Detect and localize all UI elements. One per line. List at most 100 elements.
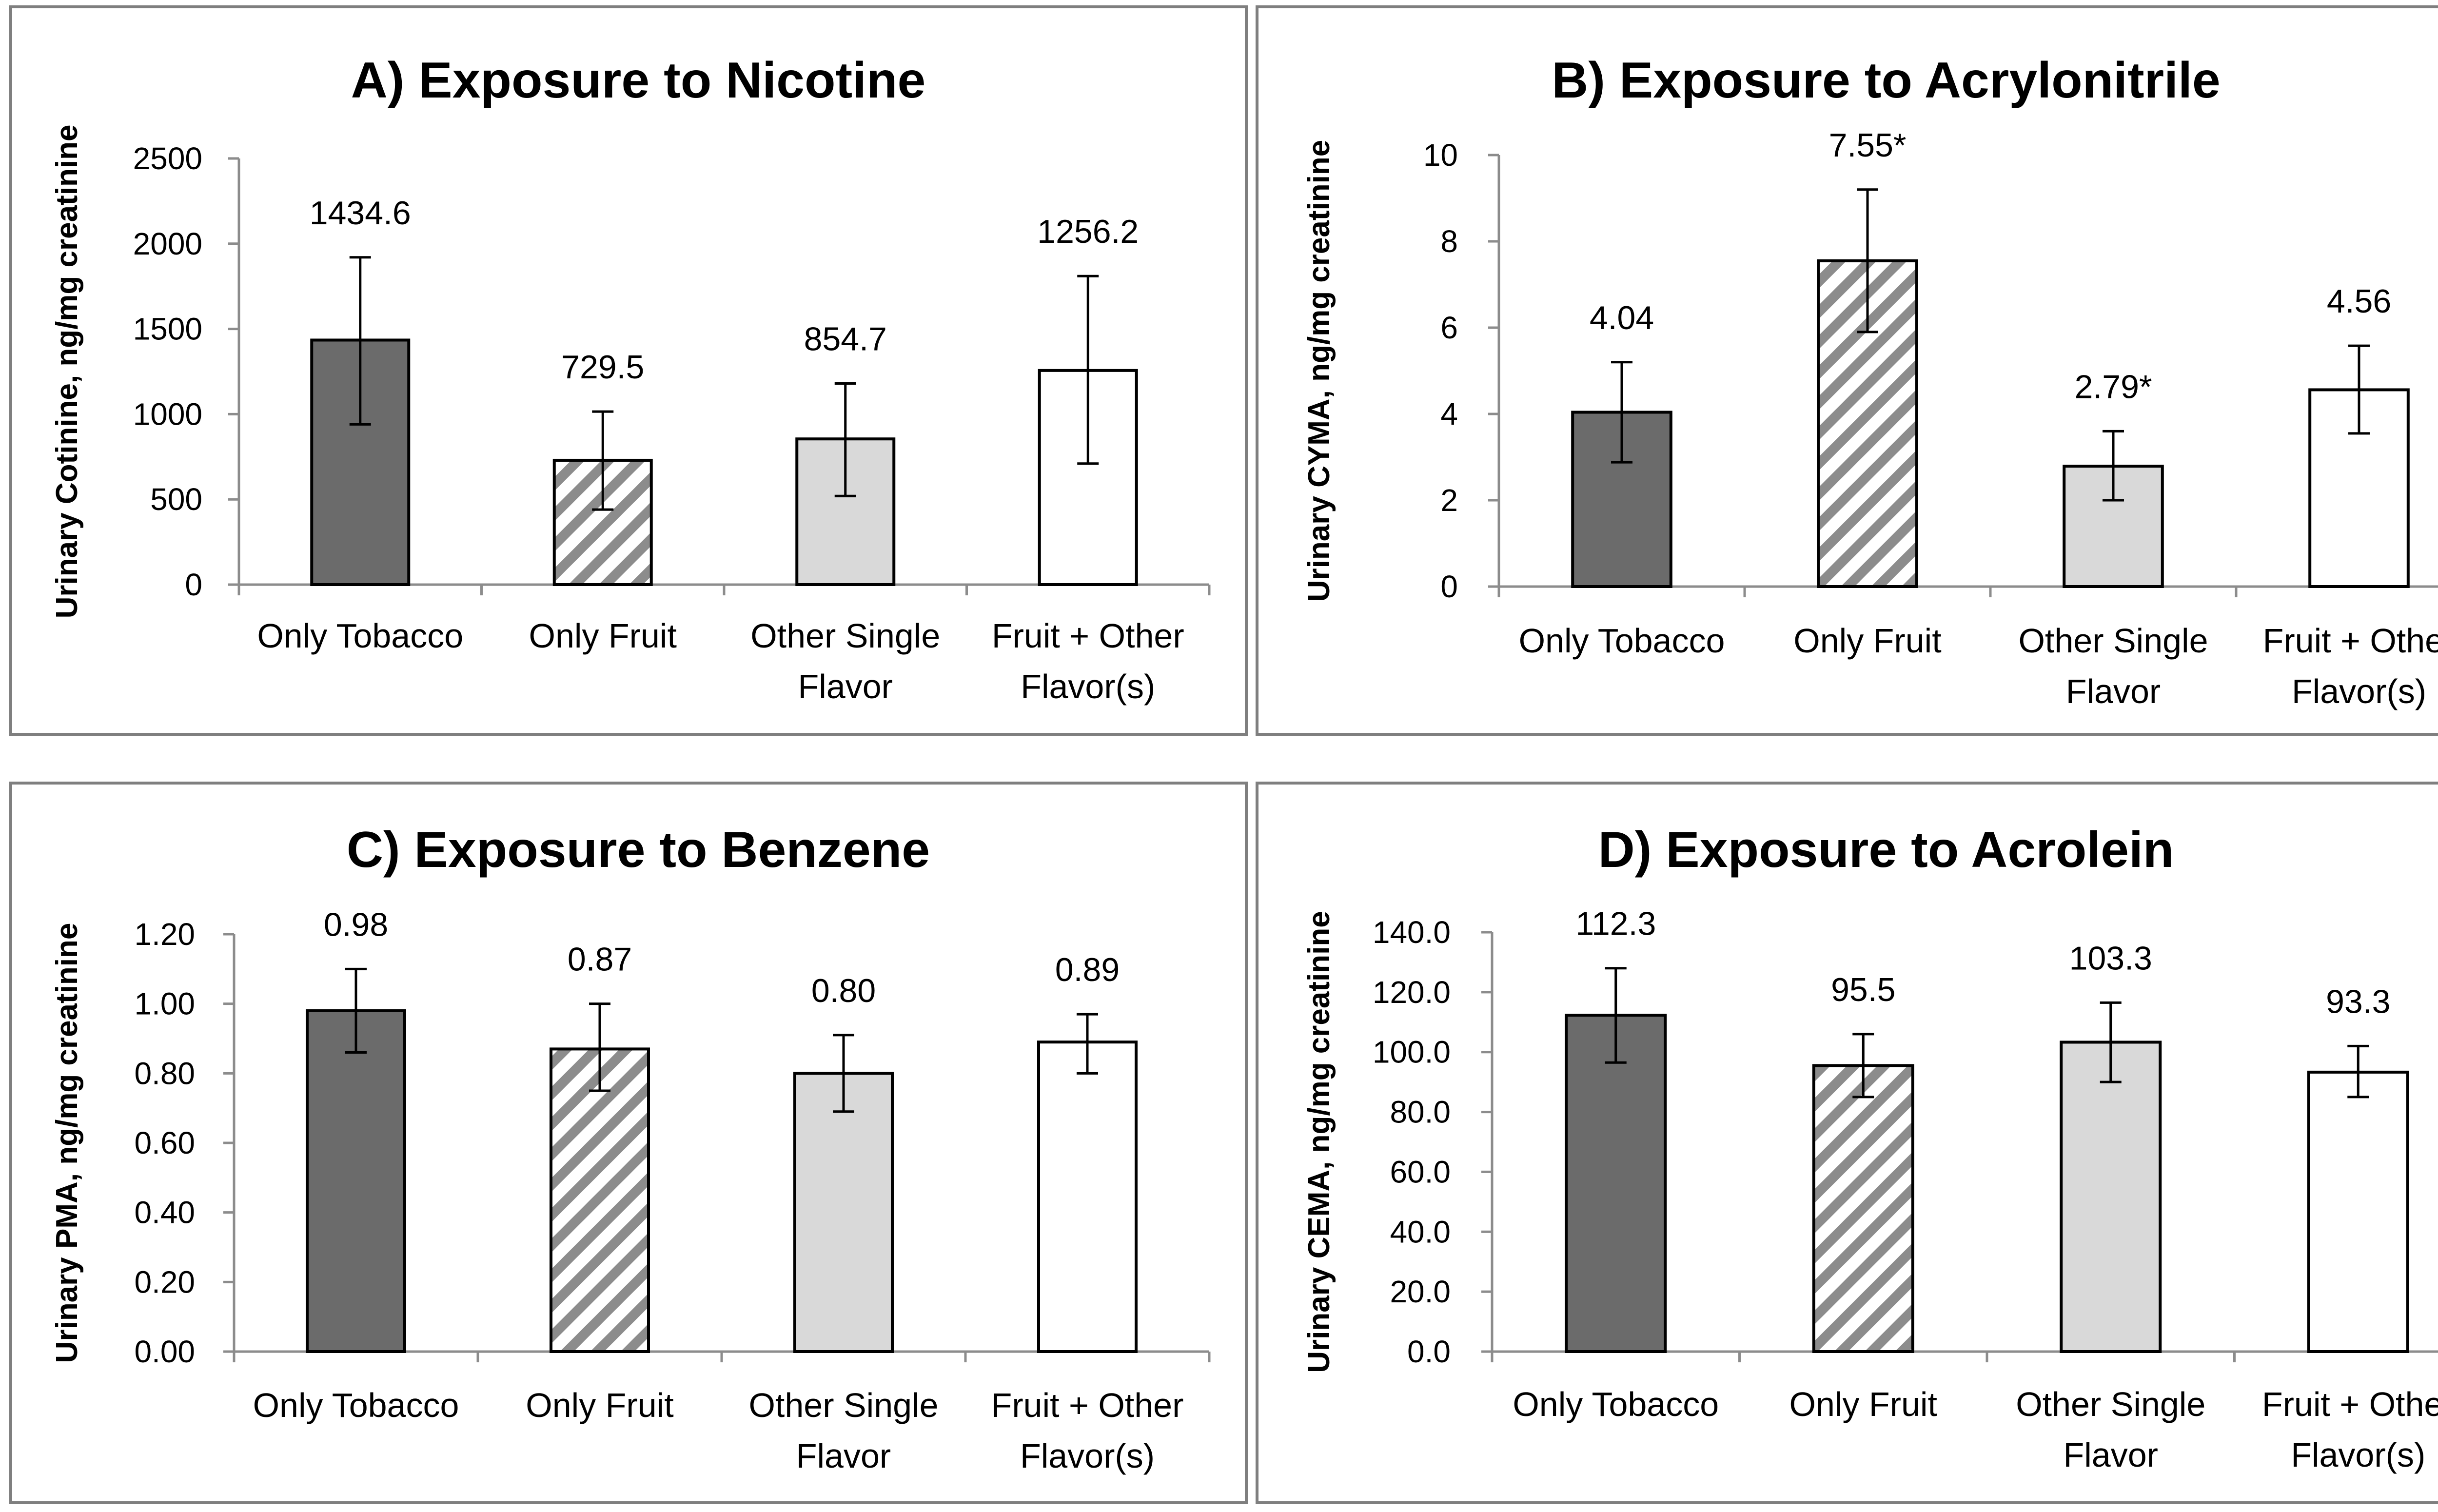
x-tick-label: Fruit + Other [2262,1385,2438,1423]
y-tick-label: 500 [150,482,202,517]
bar [793,1072,894,1353]
x-tick-label: Flavor(s) [1021,668,1155,706]
y-tick-label: 1.00 [134,986,195,1021]
bar [1571,411,1672,589]
bar [2060,1041,2162,1353]
x-tick-label: Flavor(s) [2292,672,2426,710]
x-tick-label: Fruit + Other [992,617,1184,655]
data-label: 0.89 [1055,951,1120,988]
data-label: 0.80 [811,972,876,1009]
x-tick-label: Only Tobacco [1513,1385,1719,1423]
y-axis-label: Urinary PMA, ng/mg creatinine [50,923,84,1363]
y-tick-label: 20.0 [1390,1274,1451,1309]
x-tick-label: Only Fruit [529,617,677,655]
error-bar [1077,1013,1098,1075]
y-tick-label: 2500 [133,141,202,176]
panel-border [1256,5,2438,736]
y-tick-label: 10 [1423,137,1458,173]
panel-border [1256,782,2438,1504]
error-bar [2103,430,2124,502]
data-label: 0.98 [324,906,388,943]
x-tick-label: Other Single [2018,622,2208,660]
data-label: 95.5 [1831,971,1895,1008]
bar [1037,1041,1138,1353]
chart-title: C) Exposure to Benzene [347,822,930,878]
error-bar [1852,1033,1874,1099]
x-tick-label: Flavor [798,668,893,706]
x-tick-label: Flavor [796,1437,891,1475]
error-bar [834,382,856,497]
x-tick-label: Fruit + Other [991,1386,1184,1424]
error-bar [1857,188,1878,334]
bar [550,1047,650,1353]
error-bar [2347,1044,2369,1099]
data-label: 1434.6 [310,195,411,232]
data-label: 4.04 [1590,299,1654,336]
y-tick-label: 0.40 [134,1195,195,1230]
data-label: 7.55* [1829,127,1907,164]
y-tick-label: 40.0 [1390,1214,1451,1249]
y-tick-label: 80.0 [1390,1095,1451,1130]
chart-panel-c: C) Exposure to Benzene Urinary PMA, ng/mg… [9,782,1248,1504]
x-tick-label: Only Tobacco [1519,622,1725,660]
data-label: 729.5 [561,349,644,386]
data-label: 854.7 [804,320,887,357]
chart-title: B) Exposure to Acrylonitrile [1552,52,2221,109]
y-tick-label: 1000 [133,396,202,432]
y-tick-label: 0 [1440,569,1458,604]
y-tick-label: 0.0 [1407,1334,1451,1369]
chart-title: A) Exposure to Nicotine [351,52,926,109]
data-label: 2.79* [2075,368,2152,405]
chart-panel-a: A) Exposure to Nicotine Urinary Cotinine,… [9,5,1248,736]
error-bar [349,256,371,426]
y-tick-label: 0.20 [134,1264,195,1299]
y-tick-label: 6 [1440,310,1458,345]
data-label: 1256.2 [1037,213,1139,250]
y-tick-label: 140.0 [1373,915,1451,950]
x-tick-label: Only Fruit [526,1386,673,1424]
y-tick-label: 120.0 [1373,975,1451,1010]
chart-panel-b: B) Exposure to Acrylonitrile Urinary CYMA… [1256,5,2438,736]
error-bar [2100,1001,2122,1083]
x-tick-label: Only Fruit [1789,1385,1937,1423]
y-axis-label: Urinary CEMA, ng/mg creatinine [1302,911,1336,1373]
panel-border [9,782,1248,1504]
error-bar [1077,275,1099,465]
error-bar [1605,967,1627,1064]
y-tick-label: 1.20 [134,917,195,952]
x-tick-label: Other Single [750,617,940,655]
data-label: 4.56 [2327,283,2391,320]
data-label: 0.87 [568,941,632,978]
chart-panel-d: D) Exposure to Acrolein Urinary CEMA, ng/… [1256,782,2438,1504]
bar [306,1009,406,1353]
x-tick-label: Fruit + Other [2263,622,2438,660]
x-tick-label: Other Single [748,1386,938,1424]
x-tick-label: Flavor(s) [2291,1436,2425,1474]
x-tick-label: Only Tobacco [253,1386,459,1424]
data-label: 93.3 [2326,983,2390,1020]
y-tick-label: 0.60 [134,1125,195,1160]
panel-border [9,5,1248,736]
x-tick-label: Flavor [2066,672,2161,710]
y-tick-label: 4 [1440,396,1458,432]
y-tick-label: 60.0 [1390,1154,1451,1189]
y-tick-label: 0.80 [134,1056,195,1091]
error-bar [1611,361,1632,464]
error-bar [833,1034,854,1113]
y-tick-label: 2000 [133,226,202,261]
error-bar [2348,344,2370,435]
y-tick-label: 2 [1440,483,1458,518]
bar [1812,1064,1914,1354]
bar [2307,1070,2409,1353]
y-tick-label: 100.0 [1373,1035,1451,1070]
y-tick-label: 0 [185,567,202,602]
x-tick-label: Only Fruit [1793,622,1941,660]
x-tick-label: Other Single [2016,1385,2205,1423]
error-bar [345,967,367,1054]
x-tick-label: Flavor [2064,1436,2158,1474]
error-bar [589,1002,610,1092]
chart-title: D) Exposure to Acrolein [1598,822,2174,878]
x-tick-label: Flavor(s) [1020,1437,1155,1475]
